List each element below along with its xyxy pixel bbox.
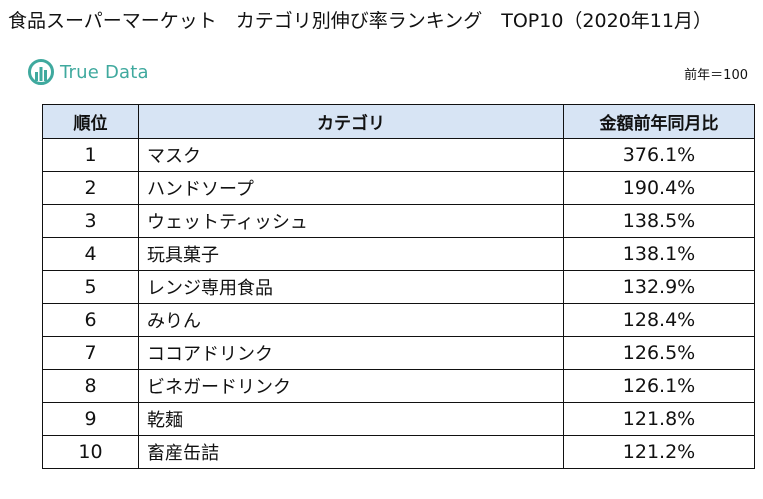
category-cell: ビネガードリンク (138, 369, 564, 403)
header-ratio: 金額前年同月比 (563, 104, 755, 139)
table-row: 5 レンジ専用食品 132.9% (42, 270, 755, 304)
logo-text: True Data (60, 61, 149, 83)
true-data-logo-icon (27, 58, 55, 86)
table-row: 3 ウェットティッシュ 138.5% (42, 204, 755, 238)
table-row: 10 畜産缶詰 121.2% (42, 435, 755, 469)
ratio-cell: 126.5% (563, 336, 755, 370)
ratio-cell: 126.1% (563, 369, 755, 403)
table-row: 4 玩具菓子 138.1% (42, 237, 755, 271)
base-note: 前年＝100 (684, 68, 748, 83)
table-row: 1 マスク 376.1% (42, 138, 755, 172)
ratio-cell: 138.5% (563, 204, 755, 238)
ratio-cell: 121.2% (563, 435, 755, 469)
rank-cell: 4 (42, 237, 139, 271)
table-header-row: 順位 カテゴリ 金額前年同月比 (42, 104, 755, 139)
rank-cell: 2 (42, 171, 139, 205)
ratio-cell: 138.1% (563, 237, 755, 271)
category-cell: ウェットティッシュ (138, 204, 564, 238)
category-cell: レンジ専用食品 (138, 270, 564, 304)
rank-cell: 3 (42, 204, 139, 238)
table-row: 7 ココアドリンク 126.5% (42, 336, 755, 370)
rank-cell: 8 (42, 369, 139, 403)
true-data-logo: True Data (27, 57, 149, 87)
ranking-table: 順位 カテゴリ 金額前年同月比 1 マスク 376.1% 2 ハンドソープ 19… (42, 104, 755, 469)
ratio-cell: 376.1% (563, 138, 755, 172)
ratio-cell: 121.8% (563, 402, 755, 436)
header-category: カテゴリ (138, 104, 564, 139)
category-cell: ココアドリンク (138, 336, 564, 370)
table-row: 6 みりん 128.4% (42, 303, 755, 337)
rank-cell: 9 (42, 402, 139, 436)
category-cell: マスク (138, 138, 564, 172)
page-title: 食品スーパーマーケット カテゴリ別伸び率ランキング TOP10（2020年11月… (8, 10, 712, 32)
rank-cell: 5 (42, 270, 139, 304)
table-row: 9 乾麺 121.8% (42, 402, 755, 436)
category-cell: 畜産缶詰 (138, 435, 564, 469)
category-cell: みりん (138, 303, 564, 337)
ratio-cell: 128.4% (563, 303, 755, 337)
ratio-cell: 190.4% (563, 171, 755, 205)
rank-cell: 10 (42, 435, 139, 469)
rank-cell: 1 (42, 138, 139, 172)
category-cell: ハンドソープ (138, 171, 564, 205)
header-rank: 順位 (42, 104, 139, 139)
category-cell: 乾麺 (138, 402, 564, 436)
ratio-cell: 132.9% (563, 270, 755, 304)
table-row: 2 ハンドソープ 190.4% (42, 171, 755, 205)
table-row: 8 ビネガードリンク 126.1% (42, 369, 755, 403)
rank-cell: 6 (42, 303, 139, 337)
category-cell: 玩具菓子 (138, 237, 564, 271)
rank-cell: 7 (42, 336, 139, 370)
